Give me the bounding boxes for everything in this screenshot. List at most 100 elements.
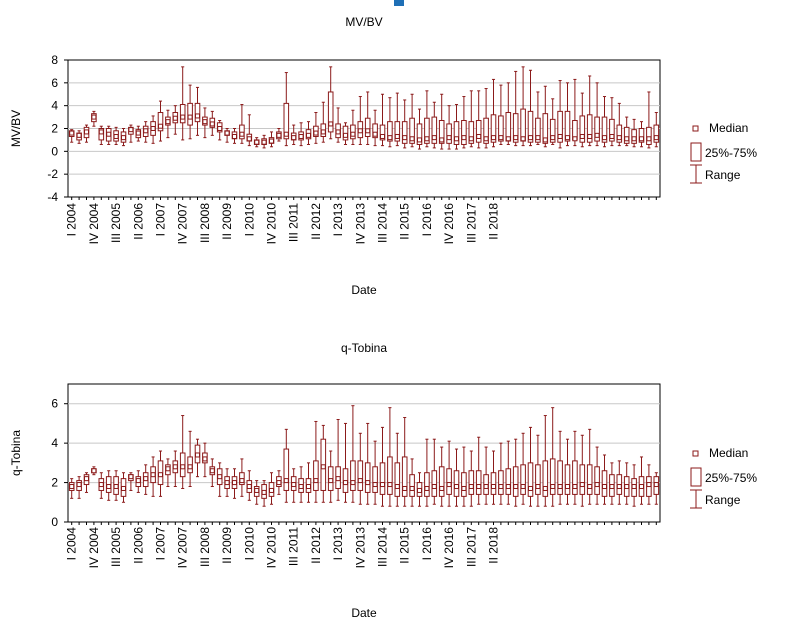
- median-marker: [394, 484, 400, 490]
- box-item: [268, 472, 275, 505]
- box-iqr: [461, 120, 467, 145]
- box-item: [335, 107, 341, 143]
- x-tick-label: II 2006: [131, 527, 145, 564]
- box-item: [394, 92, 401, 147]
- box-item: [379, 93, 386, 147]
- median-marker: [217, 474, 223, 480]
- x-tick-label: I 2016: [420, 203, 434, 237]
- box-iqr: [475, 470, 482, 495]
- box-item: [305, 121, 312, 145]
- box-item: [105, 470, 112, 501]
- box-item: [76, 476, 82, 499]
- median-marker: [150, 126, 156, 131]
- median-marker: [624, 136, 630, 142]
- median-marker: [439, 485, 445, 491]
- median-marker: [409, 485, 415, 491]
- box-iqr: [453, 121, 460, 145]
- box-item: [549, 98, 556, 145]
- box-item: [179, 415, 186, 489]
- x-tick-label: IV 2016: [442, 527, 456, 569]
- median-marker: [84, 129, 89, 135]
- median-marker: [565, 484, 570, 490]
- box-iqr: [594, 466, 600, 495]
- box-item: [76, 130, 82, 144]
- x-tick-label: IV 2004: [87, 527, 101, 569]
- box-item: [564, 438, 571, 505]
- box-item: [461, 96, 467, 149]
- median-marker: [283, 478, 289, 484]
- box-iqr: [431, 116, 438, 144]
- box-iqr: [475, 120, 482, 143]
- y-axis-label: MV/BV: [9, 110, 23, 147]
- median-marker: [365, 128, 371, 134]
- x-tick-label: IV 2016: [442, 203, 456, 245]
- box-item: [372, 440, 378, 505]
- box-iqr: [409, 117, 415, 144]
- box-iqr: [490, 472, 497, 495]
- x-tick-label: III 2011: [287, 203, 301, 242]
- box-item: [165, 109, 171, 139]
- box-item: [142, 121, 149, 143]
- box-item: [142, 464, 149, 495]
- legend-median-swatch: [692, 450, 699, 457]
- median-marker: [84, 476, 89, 482]
- x-tick-label: II 2009: [220, 527, 234, 564]
- box-iqr: [179, 104, 186, 124]
- y-tick-label: -4: [47, 190, 58, 204]
- median-marker: [505, 484, 511, 490]
- median-marker: [121, 135, 126, 141]
- box-iqr: [372, 466, 378, 493]
- box-iqr: [401, 121, 408, 144]
- box-item: [276, 470, 282, 495]
- median-marker: [239, 478, 245, 484]
- box-item: [542, 85, 549, 148]
- box-item: [216, 462, 223, 497]
- box-item: [105, 125, 112, 145]
- y-tick-label: 6: [51, 76, 58, 90]
- box-iqr: [438, 120, 445, 144]
- median-marker: [350, 480, 356, 486]
- box-item: [490, 78, 497, 148]
- median-marker: [468, 484, 474, 490]
- median-marker: [135, 130, 141, 136]
- x-tick-label: IV 2013: [353, 203, 367, 245]
- box-item: [483, 88, 489, 149]
- box-item: [231, 128, 238, 144]
- median-marker: [143, 128, 149, 134]
- x-tick-label: II 2018: [487, 527, 501, 564]
- box-item: [342, 122, 349, 145]
- box-item: [113, 470, 119, 501]
- median-marker: [498, 484, 504, 490]
- x-tick-label: I 2016: [420, 527, 434, 561]
- chart-panel-1: [64, 59, 702, 200]
- median-marker: [431, 135, 437, 141]
- box-item: [364, 91, 371, 145]
- box-item: [224, 468, 230, 497]
- median-marker: [394, 133, 400, 139]
- box-iqr: [364, 462, 371, 493]
- x-tick-label: II 2018: [487, 203, 501, 240]
- median-marker: [276, 132, 282, 138]
- box-iqr: [394, 121, 401, 142]
- median-marker: [372, 131, 378, 137]
- median-marker: [602, 484, 607, 490]
- box-item: [401, 99, 408, 149]
- median-marker: [306, 484, 311, 490]
- median-marker: [461, 485, 467, 491]
- box-iqr: [431, 470, 438, 497]
- box-iqr: [586, 114, 593, 143]
- median-marker: [468, 136, 474, 142]
- box-iqr: [424, 117, 430, 144]
- median-marker: [491, 135, 496, 141]
- box-item: [261, 480, 267, 507]
- box-iqr: [357, 460, 364, 491]
- box-item: [623, 116, 630, 147]
- median-marker: [69, 484, 75, 490]
- box-item: [187, 430, 193, 488]
- box-item: [438, 446, 445, 507]
- box-iqr: [572, 460, 578, 495]
- legend-box-swatch: [690, 142, 702, 162]
- box-item: [209, 458, 216, 488]
- box-item: [68, 129, 75, 143]
